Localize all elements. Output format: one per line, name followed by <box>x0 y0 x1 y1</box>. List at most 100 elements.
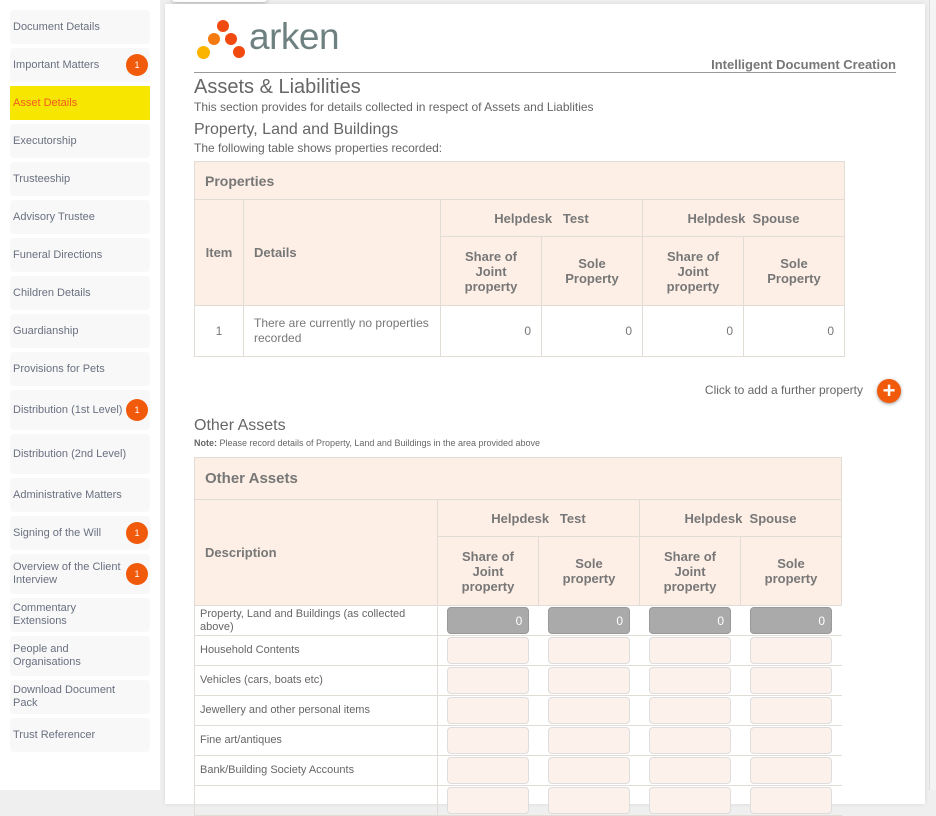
amount-input[interactable] <box>750 757 832 784</box>
amount-input[interactable] <box>750 787 832 814</box>
sidebar-item-label: Trust Referencer <box>13 728 96 741</box>
add-property-button[interactable]: + <box>877 379 901 403</box>
item-cell: 1 <box>194 305 244 357</box>
table-title: Properties <box>194 161 845 200</box>
sidebar-item-children-details[interactable]: Children Details <box>10 276 150 310</box>
value-cell <box>538 635 640 666</box>
amount-input[interactable] <box>649 787 731 814</box>
sidebar-item-funeral-directions[interactable]: Funeral Directions <box>10 238 150 272</box>
amount-input[interactable] <box>447 697 530 724</box>
amount-input[interactable] <box>750 637 832 664</box>
amount-input[interactable] <box>750 667 832 694</box>
amount-input[interactable] <box>447 757 530 784</box>
amount-input: 0 <box>649 607 731 634</box>
sidebar-item-label: Children Details <box>13 286 91 299</box>
value-cell <box>437 785 539 816</box>
amount-input[interactable] <box>750 697 832 724</box>
sidebar-item-administrative-matters[interactable]: Administrative Matters <box>10 478 150 512</box>
value-cell <box>740 725 842 756</box>
top-tab[interactable] <box>172 0 267 2</box>
sidebar-nav: Document Details Important Matters 1 Asset … <box>0 0 160 790</box>
scrollbar[interactable] <box>929 0 936 790</box>
sidebar-item-label: Guardianship <box>13 324 79 337</box>
value-cell <box>538 665 640 696</box>
value-cell: 0 <box>437 605 539 636</box>
notification-badge: 1 <box>126 522 148 544</box>
notification-badge: 1 <box>126 563 148 585</box>
value-cell: 0 <box>642 305 744 357</box>
sidebar-item-download-document-pack[interactable]: Download Document Pack <box>10 680 150 714</box>
sidebar-item-label: Advisory Trustee <box>13 210 95 223</box>
amount-input[interactable] <box>548 637 630 664</box>
row-description: Jewellery and other personal items <box>194 695 438 726</box>
amount-input[interactable] <box>447 787 530 814</box>
col-joint: Share of Joint property <box>437 536 539 606</box>
value-cell <box>740 665 842 696</box>
col-joint: Share of Joint property <box>639 536 741 606</box>
amount-input[interactable] <box>649 637 731 664</box>
sidebar-item-distribution-1st-level[interactable]: Distribution (1st Level) 1 <box>10 390 150 430</box>
amount-input[interactable] <box>649 727 731 754</box>
amount-input[interactable] <box>649 667 731 694</box>
sidebar-item-people-and-organisations[interactable]: People and Organisations <box>10 636 150 676</box>
row-description: Household Contents <box>194 635 438 666</box>
sidebar-item-label: Distribution (2nd Level) <box>13 447 127 460</box>
page-subtitle: This section provides for details collec… <box>194 100 594 114</box>
sidebar-item-asset-details[interactable]: Asset Details <box>10 86 150 120</box>
sidebar-item-label: Distribution (1st Level) <box>13 403 123 416</box>
amount-input[interactable] <box>548 727 630 754</box>
amount-input: 0 <box>750 607 832 634</box>
value-cell: 0 <box>541 305 643 357</box>
row-description: Bank/Building Society Accounts <box>194 755 438 786</box>
amount-input[interactable] <box>447 637 530 664</box>
sidebar-item-label: Trusteeship <box>13 172 71 185</box>
sidebar-item-guardianship[interactable]: Guardianship <box>10 314 150 348</box>
sidebar-item-document-details[interactable]: Document Details <box>10 10 150 44</box>
note-label: Note: <box>194 438 217 448</box>
sidebar-item-signing-of-the-will[interactable]: Signing of the Will 1 <box>10 516 150 550</box>
value-cell <box>740 755 842 786</box>
amount-input: 0 <box>548 607 630 634</box>
sidebar-item-commentary-extensions[interactable]: Commentary Extensions <box>10 598 150 632</box>
col-joint: Share of Joint property <box>440 236 542 306</box>
details-cell: There are currently no properties record… <box>243 305 441 357</box>
table-row: Vehicles (cars, boats etc) <box>194 665 842 696</box>
tagline: Intelligent Document Creation <box>711 57 896 72</box>
sidebar-item-label: People and Organisations <box>13 643 81 668</box>
person1-header: Helpdesk Test <box>440 199 643 237</box>
person2-header: Helpdesk Spouse <box>639 499 842 537</box>
amount-input[interactable] <box>548 667 630 694</box>
amount-input[interactable] <box>649 697 731 724</box>
sidebar-item-provisions-for-pets[interactable]: Provisions for Pets <box>10 352 150 386</box>
amount-input[interactable] <box>548 787 630 814</box>
amount-input[interactable] <box>649 757 731 784</box>
page-title: Assets & Liabilities <box>194 76 361 98</box>
sidebar-item-distribution-2nd-level[interactable]: Distribution (2nd Level) <box>10 434 150 474</box>
amount-input[interactable] <box>447 727 530 754</box>
col-sole: Sole property <box>740 536 842 606</box>
amount-input[interactable] <box>548 697 630 724</box>
value-cell <box>740 695 842 726</box>
amount-input[interactable] <box>750 727 832 754</box>
notification-badge: 1 <box>126 399 148 421</box>
sidebar-item-label: Important Matters <box>13 58 100 71</box>
sidebar-item-trusteeship[interactable]: Trusteeship <box>10 162 150 196</box>
sidebar-item-executorship[interactable]: Executorship <box>10 124 150 158</box>
value-cell <box>740 785 842 816</box>
amount-input[interactable] <box>548 757 630 784</box>
add-property-label[interactable]: Click to add a further property <box>704 383 863 397</box>
sidebar-item-label: Provisions for Pets <box>13 362 105 375</box>
sidebar-item-trust-referencer[interactable]: Trust Referencer <box>10 718 150 752</box>
sidebar-item-overview-of-the-client-interview[interactable]: Overview of the Client Interview 1 <box>10 554 150 594</box>
note-text: Please record details of Property, Land … <box>217 438 541 448</box>
arken-logo: arken <box>197 16 347 70</box>
value-cell <box>639 725 741 756</box>
table-row <box>194 785 842 816</box>
sidebar-item-advisory-trustee[interactable]: Advisory Trustee <box>10 200 150 234</box>
value-cell <box>437 695 539 726</box>
amount-input[interactable] <box>447 667 530 694</box>
value-cell <box>639 755 741 786</box>
header-divider <box>194 72 896 73</box>
person1-header: Helpdesk Test <box>437 499 640 537</box>
sidebar-item-important-matters[interactable]: Important Matters 1 <box>10 48 150 82</box>
